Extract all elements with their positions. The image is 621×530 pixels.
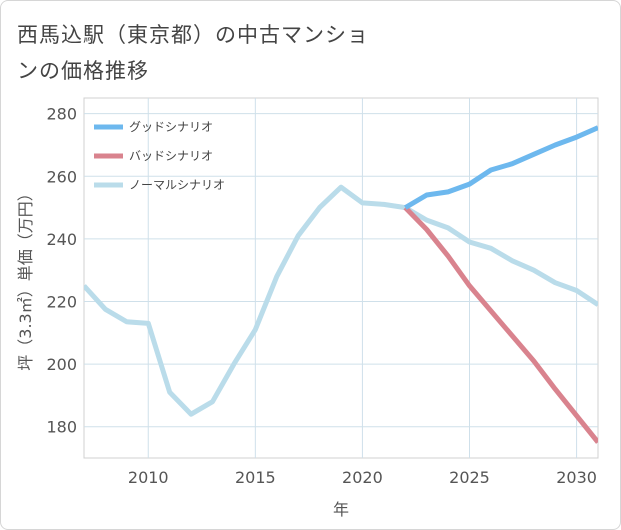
y-tick-label: 240 <box>46 230 77 249</box>
x-tick-label: 2030 <box>556 468 597 487</box>
series-line-0 <box>404 125 598 210</box>
series-line-2 <box>84 184 598 417</box>
plot-area <box>83 97 599 459</box>
x-tick-label: 2025 <box>449 468 490 487</box>
legend-entry: バッドシナリオ <box>129 149 213 163</box>
legend-entry: グッドシナリオ <box>129 120 213 134</box>
y-tick-label: 220 <box>46 292 77 311</box>
chart-title: 西馬込駅（東京都）の中古マンションの価格推移 <box>17 23 369 83</box>
series-line-1 <box>403 205 598 444</box>
y-tick-label: 280 <box>46 105 77 124</box>
x-axis-label: 年 <box>333 500 349 519</box>
legend-entry: ノーマルシナリオ <box>129 178 225 192</box>
x-tick-label: 2020 <box>342 468 383 487</box>
x-tick-label: 2015 <box>235 468 276 487</box>
y-axis-label: 坪（3.3㎡）単価（万円） <box>16 185 35 370</box>
y-tick-label: 200 <box>46 355 77 374</box>
y-tick-label: 260 <box>46 167 77 186</box>
x-tick-label: 2010 <box>128 468 169 487</box>
y-tick-label: 180 <box>46 418 77 437</box>
